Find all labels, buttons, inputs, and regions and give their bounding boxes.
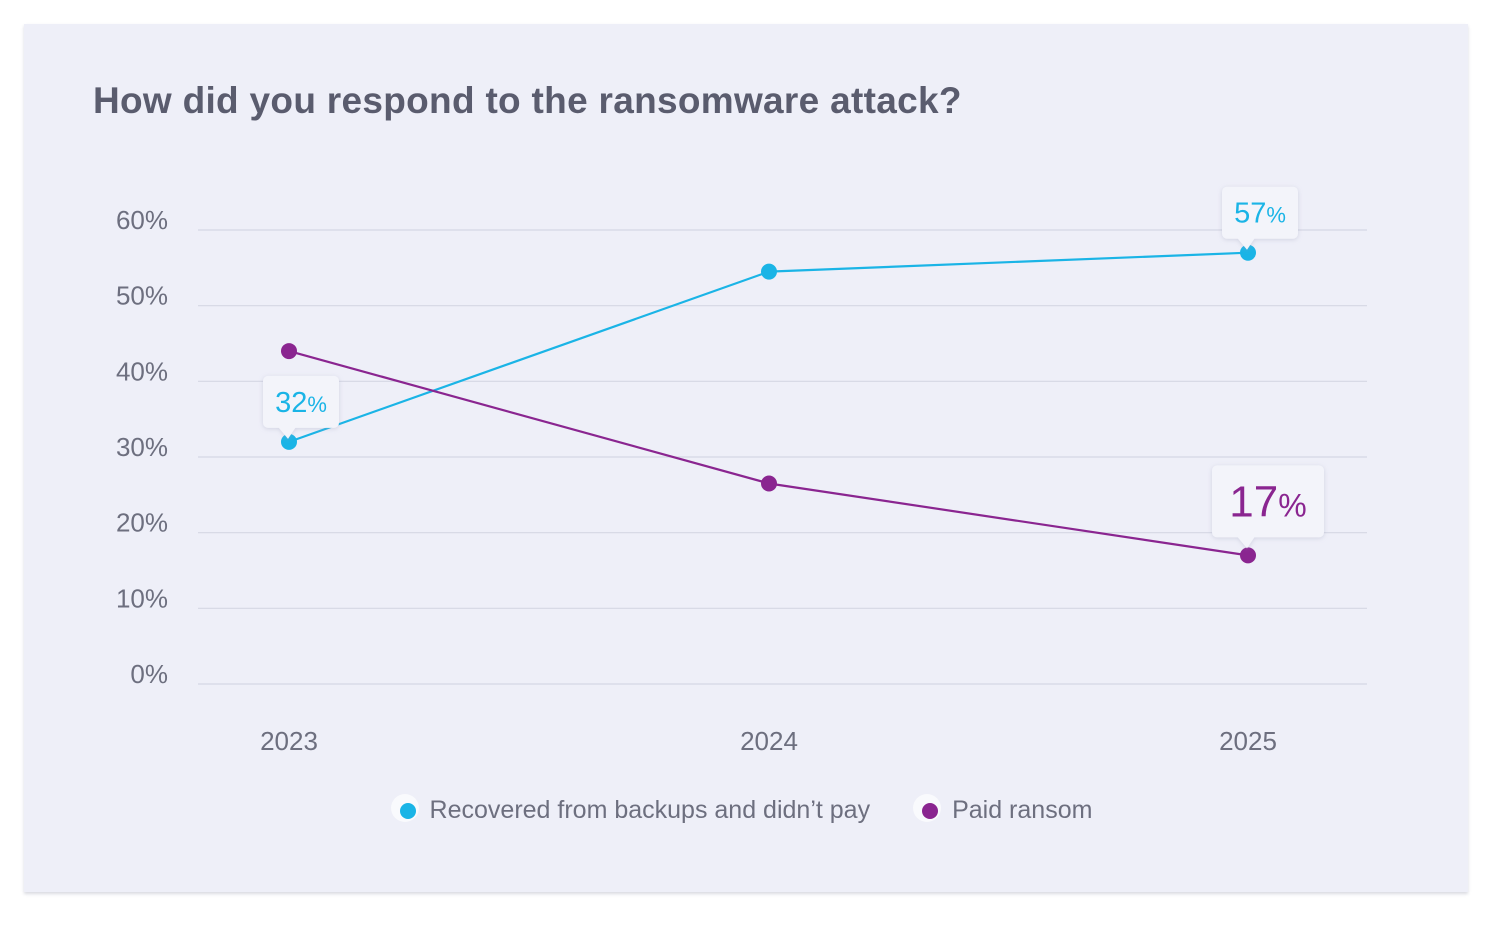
series-line-1 [288,251,1249,443]
data-point [761,475,777,492]
legend-item-1: Recovered from backups and didn’t pay [399,796,871,825]
legend-label: Recovered from backups and didn’t pay [429,796,871,824]
y-tick-label: 40% [116,356,168,386]
y-tick-label: 10% [116,583,168,613]
data-point [761,263,777,280]
chart-card: How did you respond to the ransomware at… [24,24,1468,892]
value-callout-label: 57% [1234,198,1286,230]
y-tick-label: 50% [116,281,168,311]
data-point [281,433,297,450]
y-tick-label: 30% [116,432,168,462]
x-tick-label: 2025 [1219,726,1277,756]
legend: Recovered from backups and didn’t pay Pai… [24,796,1468,825]
value-callout [263,375,339,439]
data-point [1240,244,1256,261]
value-callout-label: 32% [275,387,327,419]
chart-title: How did you respond to the ransomware at… [93,80,962,121]
y-tick-label: 0% [130,659,168,689]
x-tick-label: 2024 [740,726,798,756]
legend-item-2: Paid ransom [922,796,1092,825]
value-callout [1222,186,1298,250]
data-point [1240,547,1256,564]
data-point [281,343,297,360]
legend-marker-icon [922,802,939,819]
legend-label: Paid ransom [952,796,1093,824]
value-callout [1212,465,1324,549]
y-tick-label: 60% [116,205,168,235]
line-chart: 0% 10% 20% 30% 40% 50% 60% 2023 2024 2025 32% 57%… [116,186,1367,756]
legend-marker-icon [399,802,416,819]
value-callout-label: 17% [1229,477,1306,526]
y-tick-label: 20% [116,508,168,538]
x-tick-label: 2023 [260,726,318,756]
